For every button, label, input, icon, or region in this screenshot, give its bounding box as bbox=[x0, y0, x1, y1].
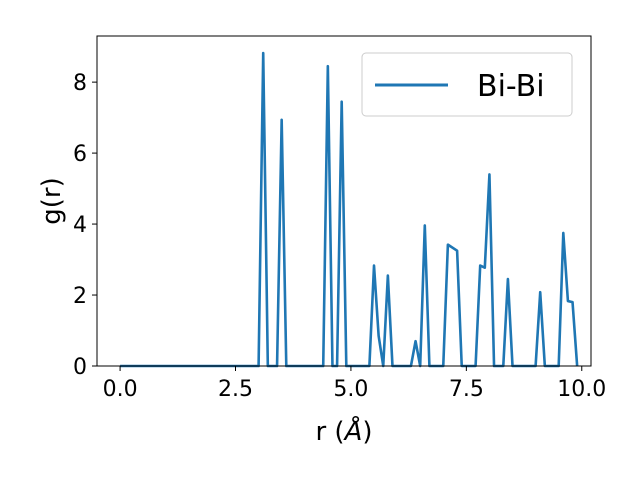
x-tick-label: 7.5 bbox=[449, 377, 484, 402]
legend-label-bi-bi: Bi-Bi bbox=[477, 69, 545, 104]
y-axis: 0 2 4 6 8 bbox=[73, 71, 97, 380]
y-tick-label: 8 bbox=[73, 71, 87, 96]
x-tick-label: 2.5 bbox=[218, 377, 253, 402]
legend: Bi-Bi bbox=[361, 52, 573, 117]
y-axis-label: g(r) bbox=[37, 177, 67, 224]
x-tick-label: 10.0 bbox=[557, 377, 606, 402]
y-tick-label: 6 bbox=[73, 142, 87, 167]
y-tick-label: 0 bbox=[73, 355, 87, 380]
y-tick-label: 4 bbox=[73, 213, 87, 238]
plot-frame bbox=[96, 35, 592, 367]
legend-box bbox=[361, 52, 573, 117]
y-tick-label: 2 bbox=[73, 284, 87, 309]
x-tick-label: 5.0 bbox=[333, 377, 368, 402]
x-axis-label: r (Å) bbox=[315, 415, 372, 447]
x-axis: 0.0 2.5 5.0 7.5 10.0 bbox=[103, 366, 606, 402]
x-tick-label: 0.0 bbox=[103, 377, 138, 402]
